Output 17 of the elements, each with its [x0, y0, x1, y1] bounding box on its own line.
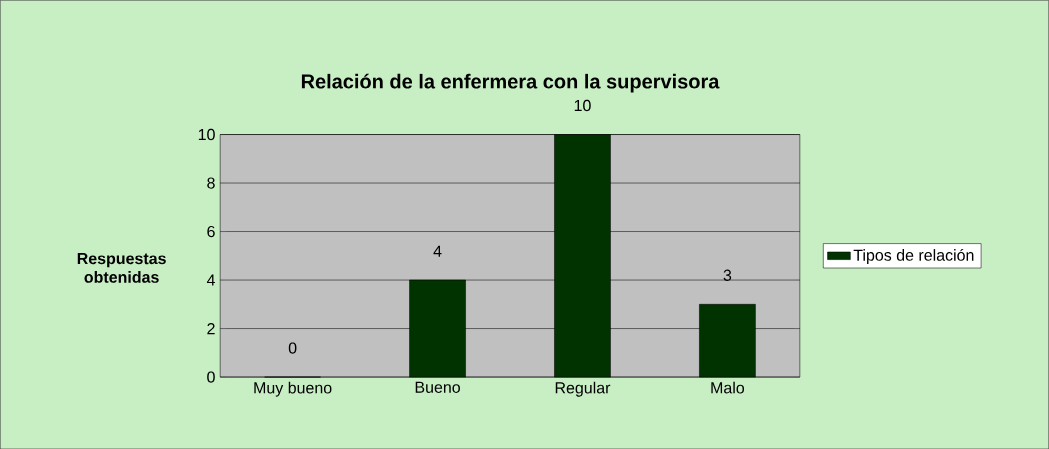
data-label: 4 — [433, 245, 442, 257]
x-tick-label: Bueno — [415, 381, 460, 393]
y-tick-label: 4 — [206, 274, 215, 286]
y-axis-title: Respuestas obtenidas — [77, 252, 166, 283]
y-tick-label: 2 — [207, 322, 215, 334]
data-label: 3 — [723, 269, 732, 281]
data-label: 0 — [288, 342, 297, 354]
x-tick-label: Malo — [711, 381, 745, 394]
chart-title: Relación de la enfermera con la supervisora — [301, 73, 720, 93]
data-label: 10 — [574, 99, 591, 112]
y-tick-label: 10 — [198, 128, 215, 141]
x-tick-label: Muy bueno — [254, 381, 332, 397]
y-tick-label: 8 — [207, 177, 215, 189]
legend-label: Tipos de relación — [853, 248, 974, 264]
y-tick-label: 0 — [207, 371, 215, 383]
x-tick-label: Regular — [555, 381, 611, 397]
y-tick-label: 6 — [207, 225, 215, 238]
